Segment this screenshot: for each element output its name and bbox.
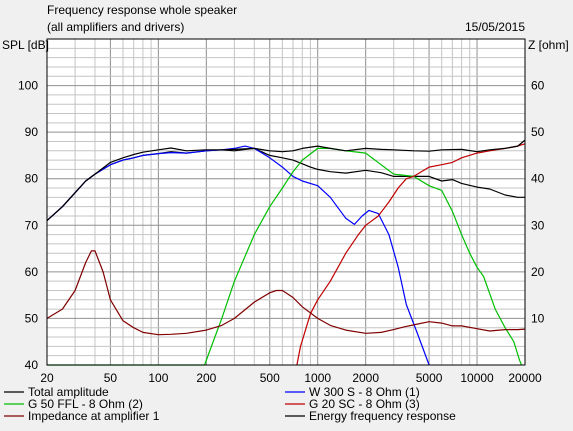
series-line bbox=[47, 147, 523, 366]
y-tick-label-right: 20 bbox=[531, 265, 545, 279]
y-tick-label-right: 50 bbox=[531, 125, 545, 139]
x-tick-labels: 20 50 100 200 500 1000 2000 5000 10000 20000 bbox=[40, 371, 542, 385]
y-tick-label-left: 40 bbox=[25, 358, 39, 372]
left-tick-labels: 40 50 60 70 80 90 100 bbox=[18, 79, 38, 372]
right-tick-labels: 10 20 30 40 50 60 bbox=[531, 79, 545, 326]
legend: Total amplitude W 300 S - 8 Ohm (1) G 50 F… bbox=[4, 385, 456, 423]
plot-background bbox=[47, 39, 525, 365]
legend-item: G 20 SC - 8 Ohm (3) bbox=[285, 397, 420, 411]
y-tick-label-right: 10 bbox=[531, 311, 545, 325]
x-tick-label: 2000 bbox=[352, 371, 379, 385]
y-tick-label-left: 90 bbox=[25, 125, 39, 139]
x-tick-label: 100 bbox=[148, 371, 168, 385]
y-tick-label-left: 60 bbox=[25, 265, 39, 279]
y-tick-label-right: 40 bbox=[531, 172, 545, 186]
legend-label: Energy frequency response bbox=[309, 409, 456, 423]
legend-label: Impedance at amplifier 1 bbox=[28, 409, 160, 423]
y-axis-label-left: SPL [dB] bbox=[2, 38, 49, 52]
series-line bbox=[46, 250, 526, 336]
y-tick-label-left: 50 bbox=[25, 311, 39, 325]
legend-item: Total amplitude bbox=[4, 385, 109, 399]
legend-item: Impedance at amplifier 1 bbox=[4, 409, 160, 423]
series-line bbox=[46, 139, 526, 222]
x-tick-label: 500 bbox=[260, 371, 280, 385]
y-axis-label-right: Z [ohm] bbox=[528, 38, 569, 52]
x-tick-label: 20000 bbox=[508, 371, 542, 385]
legend-label: W 300 S - 8 Ohm (1) bbox=[309, 385, 420, 399]
x-tick-label: 1000 bbox=[304, 371, 331, 385]
chart-title: Frequency response whole speaker bbox=[47, 3, 237, 17]
legend-label: Total amplitude bbox=[28, 385, 109, 399]
series-line bbox=[296, 143, 526, 366]
chart-date: 15/05/2015 bbox=[465, 20, 525, 34]
chart-subtitle: (all amplifiers and drivers) bbox=[47, 20, 184, 34]
y-tick-label-right: 30 bbox=[531, 218, 545, 232]
legend-label: G 20 SC - 8 Ohm (3) bbox=[309, 397, 420, 411]
y-tick-label-right: 60 bbox=[531, 79, 545, 93]
legend-item: G 50 FFL - 8 Ohm (2) bbox=[4, 397, 143, 411]
legend-item: Energy frequency response bbox=[285, 409, 456, 423]
legend-item: W 300 S - 8 Ohm (1) bbox=[285, 385, 420, 399]
y-tick-label-left: 80 bbox=[25, 172, 39, 186]
y-tick-label-left: 70 bbox=[25, 218, 39, 232]
y-tick-label-left: 100 bbox=[18, 79, 38, 93]
plot-frame bbox=[46, 38, 526, 366]
x-tick-label: 5000 bbox=[416, 371, 443, 385]
x-tick-label: 200 bbox=[196, 371, 216, 385]
series-layer bbox=[46, 139, 526, 366]
x-tick-label: 50 bbox=[104, 371, 118, 385]
x-tick-label: 20 bbox=[40, 371, 54, 385]
legend-label: G 50 FFL - 8 Ohm (2) bbox=[28, 397, 143, 411]
x-tick-label: 10000 bbox=[460, 371, 494, 385]
